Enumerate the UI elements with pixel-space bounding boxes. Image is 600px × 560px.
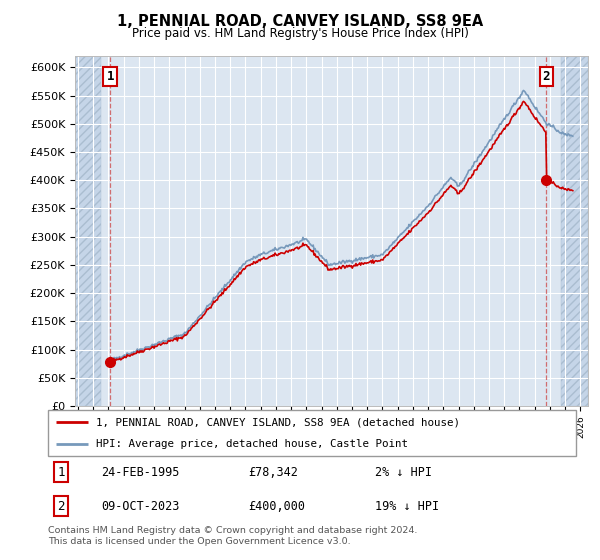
Text: 2: 2 — [542, 70, 550, 83]
Text: 1: 1 — [58, 465, 65, 479]
Text: £400,000: £400,000 — [248, 500, 305, 513]
Text: 19% ↓ HPI: 19% ↓ HPI — [376, 500, 439, 513]
Text: 09-OCT-2023: 09-OCT-2023 — [101, 500, 179, 513]
Text: 1, PENNIAL ROAD, CANVEY ISLAND, SS8 9EA (detached house): 1, PENNIAL ROAD, CANVEY ISLAND, SS8 9EA … — [95, 417, 460, 427]
Text: £78,342: £78,342 — [248, 465, 299, 479]
Text: 1, PENNIAL ROAD, CANVEY ISLAND, SS8 9EA: 1, PENNIAL ROAD, CANVEY ISLAND, SS8 9EA — [117, 14, 483, 29]
Text: Price paid vs. HM Land Registry's House Price Index (HPI): Price paid vs. HM Land Registry's House … — [131, 27, 469, 40]
Text: HPI: Average price, detached house, Castle Point: HPI: Average price, detached house, Cast… — [95, 440, 407, 450]
Text: 2: 2 — [58, 500, 65, 513]
Text: 1: 1 — [107, 70, 114, 83]
Text: Contains HM Land Registry data © Crown copyright and database right 2024.
This d: Contains HM Land Registry data © Crown c… — [48, 526, 418, 546]
Text: 2% ↓ HPI: 2% ↓ HPI — [376, 465, 433, 479]
FancyBboxPatch shape — [48, 410, 576, 456]
Text: 24-FEB-1995: 24-FEB-1995 — [101, 465, 179, 479]
